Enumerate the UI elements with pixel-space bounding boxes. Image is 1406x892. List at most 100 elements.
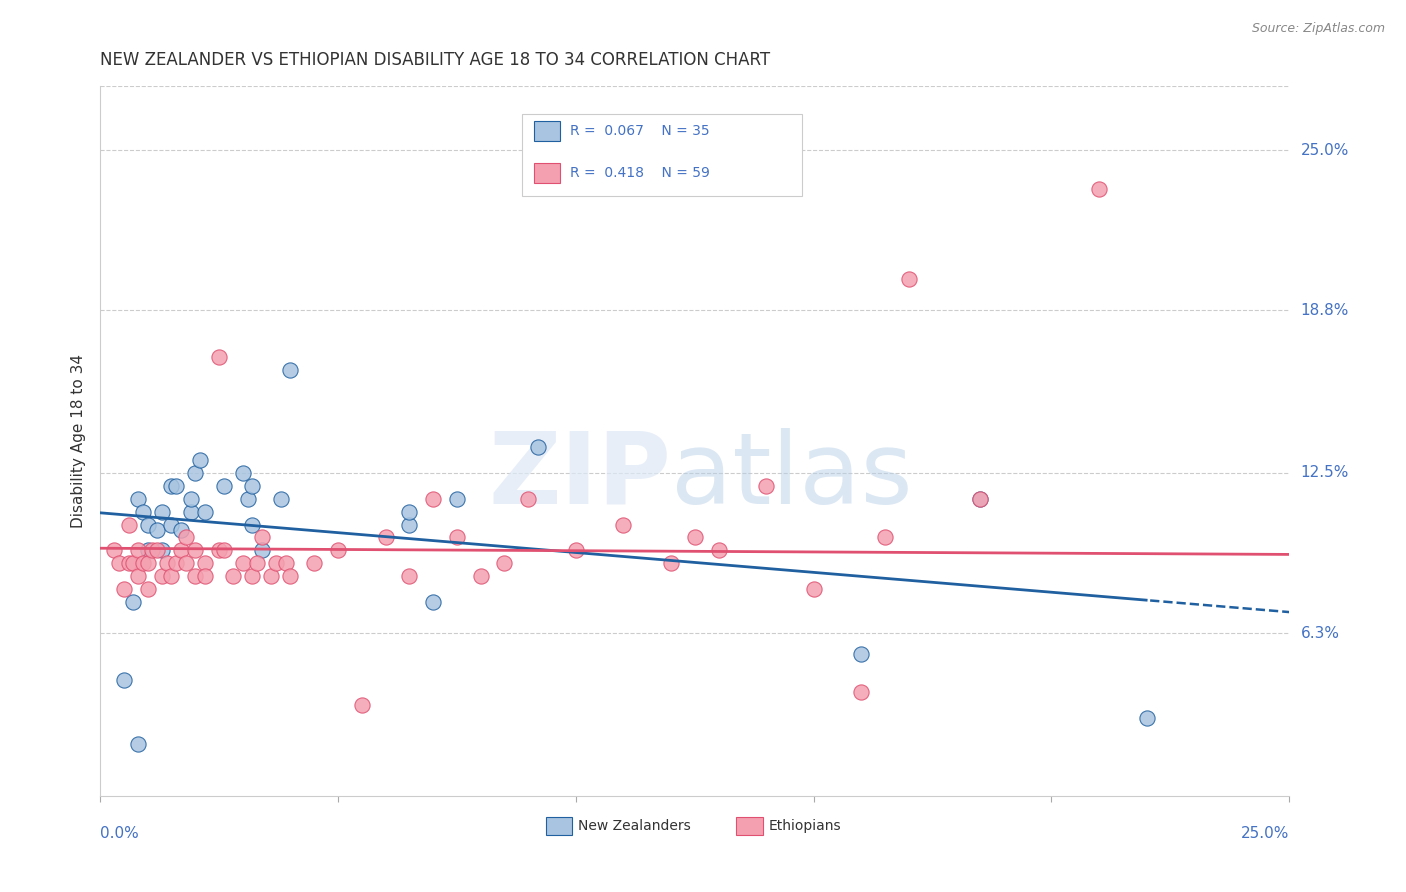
Point xyxy=(398,517,420,532)
Point xyxy=(136,543,159,558)
Point xyxy=(208,543,231,558)
Point xyxy=(127,491,149,506)
Point xyxy=(683,531,706,545)
Bar xyxy=(546,817,572,835)
Text: 18.8%: 18.8% xyxy=(1301,302,1348,318)
Point xyxy=(127,569,149,583)
Point xyxy=(103,543,125,558)
Point xyxy=(179,505,201,519)
Point xyxy=(132,505,155,519)
Point xyxy=(122,557,145,571)
Y-axis label: Disability Age 18 to 34: Disability Age 18 to 34 xyxy=(72,353,86,528)
Point xyxy=(170,523,193,537)
Text: 0.0%: 0.0% xyxy=(100,826,139,841)
Point xyxy=(1088,182,1111,196)
Point xyxy=(659,557,682,571)
Point xyxy=(240,517,263,532)
Point xyxy=(222,569,245,583)
Text: New Zealanders: New Zealanders xyxy=(578,820,690,833)
Point xyxy=(280,569,302,583)
Point xyxy=(873,531,896,545)
Point xyxy=(118,557,141,571)
Text: R =  0.418    N = 59: R = 0.418 N = 59 xyxy=(569,166,710,180)
Point xyxy=(260,569,283,583)
Bar xyxy=(522,114,801,195)
Point xyxy=(184,466,207,480)
Point xyxy=(470,569,492,583)
Point xyxy=(232,557,254,571)
Point xyxy=(1136,711,1159,725)
Point xyxy=(118,517,141,532)
Point xyxy=(422,491,444,506)
Point xyxy=(302,557,325,571)
Point xyxy=(755,479,778,493)
Text: 25.0%: 25.0% xyxy=(1241,826,1289,841)
Point xyxy=(612,517,634,532)
Text: 6.3%: 6.3% xyxy=(1301,625,1340,640)
Point xyxy=(232,466,254,480)
Text: ZIP: ZIP xyxy=(488,427,671,524)
Bar xyxy=(534,121,561,141)
Point xyxy=(517,491,540,506)
Point xyxy=(274,557,297,571)
Text: 25.0%: 25.0% xyxy=(1301,143,1348,158)
Text: NEW ZEALANDER VS ETHIOPIAN DISABILITY AGE 18 TO 34 CORRELATION CHART: NEW ZEALANDER VS ETHIOPIAN DISABILITY AG… xyxy=(100,51,770,69)
Text: Source: ZipAtlas.com: Source: ZipAtlas.com xyxy=(1251,22,1385,36)
Point xyxy=(188,453,211,467)
Point xyxy=(184,569,207,583)
Point xyxy=(350,698,373,713)
Point xyxy=(208,350,231,364)
Point xyxy=(150,505,173,519)
Point xyxy=(174,557,197,571)
Point xyxy=(127,737,149,751)
Point xyxy=(236,491,259,506)
Point xyxy=(112,673,135,687)
Bar xyxy=(737,817,762,835)
Point xyxy=(170,543,193,558)
Point xyxy=(897,272,920,286)
Point xyxy=(565,543,588,558)
Point xyxy=(851,685,873,699)
Point xyxy=(194,557,217,571)
Point xyxy=(270,491,292,506)
Point xyxy=(246,557,269,571)
Point xyxy=(165,557,187,571)
Point xyxy=(494,557,516,571)
Point xyxy=(165,479,187,493)
Point xyxy=(194,569,217,583)
Point xyxy=(398,505,420,519)
Point xyxy=(969,491,991,506)
Point xyxy=(212,543,235,558)
Point xyxy=(160,479,183,493)
Point xyxy=(526,440,548,454)
Point xyxy=(851,647,873,661)
Point xyxy=(146,523,169,537)
Point xyxy=(122,595,145,609)
Point xyxy=(136,517,159,532)
Point xyxy=(174,531,197,545)
Point xyxy=(160,569,183,583)
Point xyxy=(160,517,183,532)
Point xyxy=(707,543,730,558)
Point xyxy=(212,479,235,493)
Point xyxy=(156,557,179,571)
Text: Ethiopians: Ethiopians xyxy=(769,820,841,833)
Point xyxy=(112,582,135,596)
Point xyxy=(127,543,149,558)
Point xyxy=(184,543,207,558)
Point xyxy=(240,569,263,583)
Point xyxy=(326,543,349,558)
Text: atlas: atlas xyxy=(671,427,912,524)
Point xyxy=(179,491,201,506)
Point xyxy=(132,557,155,571)
Point xyxy=(250,543,273,558)
Point xyxy=(374,531,396,545)
Point xyxy=(398,569,420,583)
Point xyxy=(150,569,173,583)
Text: R =  0.067    N = 35: R = 0.067 N = 35 xyxy=(569,124,710,138)
Point xyxy=(250,531,273,545)
Point xyxy=(446,491,468,506)
Point xyxy=(264,557,287,571)
Point xyxy=(108,557,131,571)
Point xyxy=(422,595,444,609)
